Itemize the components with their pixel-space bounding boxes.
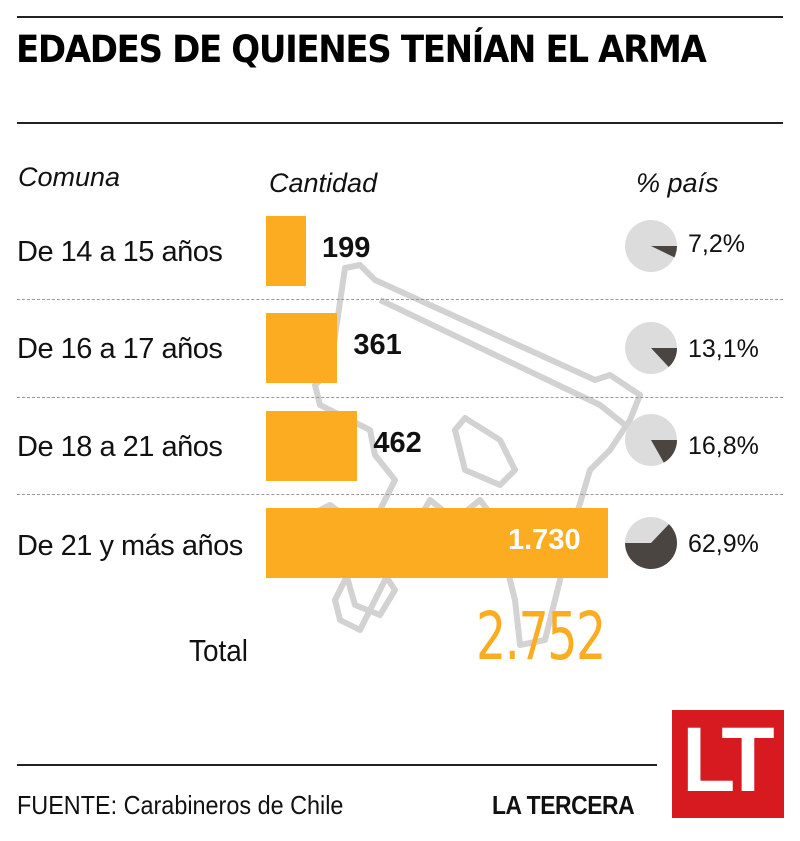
bar xyxy=(266,313,338,383)
bar-value: 199 xyxy=(322,232,371,264)
footer-rule xyxy=(17,764,657,766)
bar-value: 1.730 xyxy=(508,524,581,556)
title-rule xyxy=(17,122,783,124)
total-value: 2.752 xyxy=(476,598,606,675)
row-divider xyxy=(17,397,783,398)
row-label: De 18 a 21 años xyxy=(17,431,223,463)
bar xyxy=(266,508,608,578)
header-share: % país xyxy=(636,168,719,198)
pct-label: 7,2% xyxy=(688,230,745,258)
logo-text: LT xyxy=(682,709,775,811)
pie-slice xyxy=(651,348,677,368)
bar xyxy=(266,411,358,481)
pie-chart xyxy=(625,414,677,466)
pie-slice xyxy=(625,524,677,569)
row-divider xyxy=(17,494,783,495)
header-category: Comuna xyxy=(18,162,121,192)
total-label: Total xyxy=(189,633,248,668)
pie-chart xyxy=(625,220,677,272)
pct-label: 13,1% xyxy=(688,335,759,363)
pie-slice xyxy=(651,246,677,258)
pie-chart xyxy=(625,517,677,569)
bar-value: 361 xyxy=(353,329,402,361)
row-label: De 21 y más años xyxy=(17,530,243,562)
top-rule xyxy=(17,16,783,18)
header-quantity: Cantidad xyxy=(269,168,378,198)
bar xyxy=(266,216,306,286)
brand-name: LA TERCERA xyxy=(492,790,635,820)
chart-title: EDADES DE QUIENES TENÍAN EL ARMA xyxy=(16,28,707,71)
bar-value: 462 xyxy=(373,427,422,459)
row-label: De 14 a 15 años xyxy=(17,236,223,268)
row-label: De 16 a 17 años xyxy=(17,333,223,365)
pie-chart xyxy=(625,322,677,374)
la-tercera-logo: LT xyxy=(672,710,784,818)
pct-label: 62,9% xyxy=(688,530,759,558)
pie-slice xyxy=(651,440,677,463)
pct-label: 16,8% xyxy=(688,432,759,460)
source-note: FUENTE: Carabineros de Chile xyxy=(17,790,344,820)
row-divider xyxy=(17,299,783,300)
